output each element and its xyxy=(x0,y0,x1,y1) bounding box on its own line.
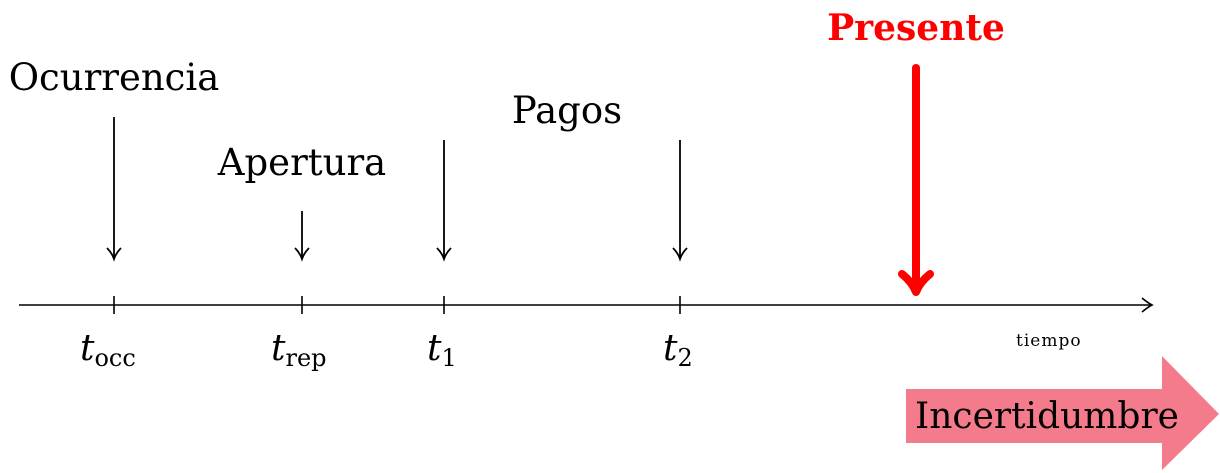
reporting-label: Apertura xyxy=(217,141,386,184)
occurrence-arrow-icon xyxy=(106,117,122,262)
uncertainty-arrow-icon xyxy=(906,356,1219,470)
payment-1-arrow-icon xyxy=(436,140,452,262)
axis-label: tiempo xyxy=(1016,331,1082,351)
uncertainty-label: Incertidumbre xyxy=(915,396,1179,437)
tick-label-occ: tocc xyxy=(80,328,136,372)
event-arrows xyxy=(106,117,688,262)
reporting-arrow-icon xyxy=(294,211,310,262)
axis-arrowhead-icon xyxy=(1141,297,1154,313)
tick-label-1: t1 xyxy=(427,328,457,372)
tick-marks xyxy=(113,296,681,314)
payment-2-arrow-icon xyxy=(672,140,688,262)
occurrence-label: Ocurrencia xyxy=(9,56,220,99)
present-arrow-icon xyxy=(898,64,934,296)
present-label: Presente xyxy=(827,7,1005,49)
time-axis xyxy=(19,297,1154,313)
payments-label: Pagos xyxy=(512,89,622,132)
tick-label-rep: trep xyxy=(271,328,327,372)
uncertainty-arrow: Incertidumbre xyxy=(906,356,1219,470)
tick-label-2: t2 xyxy=(663,328,693,372)
